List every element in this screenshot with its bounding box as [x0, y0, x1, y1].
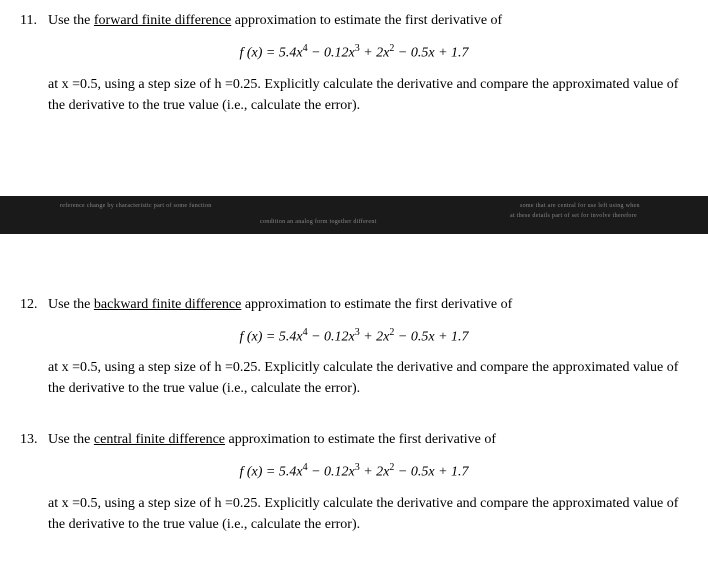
problem-intro: Use the forward finite difference approx… — [48, 10, 688, 31]
fx: f (x) = 5.4x — [239, 329, 302, 344]
t3: + 2x — [360, 465, 390, 480]
problem-details: at x =0.5, using a step size of h =0.25.… — [48, 493, 688, 535]
separator-band: reference change by characteristic part … — [0, 196, 708, 234]
formula: f (x) = 5.4x4 − 0.12x3 + 2x2 − 0.5x + 1.… — [20, 460, 688, 483]
t2: − 0.12x — [308, 46, 355, 61]
intro-suffix: approximation to estimate the first deri… — [241, 297, 512, 312]
t4: − 0.5x + 1.7 — [394, 46, 468, 61]
problem-intro: Use the backward finite difference appro… — [48, 294, 688, 315]
t3: + 2x — [360, 329, 390, 344]
formula: f (x) = 5.4x4 − 0.12x3 + 2x2 − 0.5x + 1.… — [20, 325, 688, 348]
problem-13: 13. Use the central finite difference ap… — [0, 419, 708, 555]
intro-prefix: Use the — [48, 297, 94, 312]
problem-12: 12. Use the backward finite difference a… — [0, 284, 708, 420]
formula: f (x) = 5.4x4 − 0.12x3 + 2x2 − 0.5x + 1.… — [20, 41, 688, 64]
t4: − 0.5x + 1.7 — [394, 465, 468, 480]
band-text-1: reference change by characteristic part … — [60, 202, 212, 211]
band-text-4: at these details part of set for involve… — [510, 212, 637, 221]
band-text-3: some that are central for use left using… — [520, 202, 640, 211]
intro-suffix: approximation to estimate the first deri… — [231, 13, 502, 28]
fx: f (x) = 5.4x — [239, 465, 302, 480]
t2: − 0.12x — [308, 465, 355, 480]
method-name: backward finite difference — [94, 297, 241, 312]
t3: + 2x — [360, 46, 390, 61]
problem-header: 12. Use the backward finite difference a… — [20, 294, 688, 315]
problem-intro: Use the central finite difference approx… — [48, 429, 688, 450]
problem-number: 13. — [20, 429, 48, 450]
problem-details: at x =0.5, using a step size of h =0.25.… — [48, 74, 688, 116]
problem-number: 12. — [20, 294, 48, 315]
intro-prefix: Use the — [48, 13, 94, 28]
problem-header: 11. Use the forward finite difference ap… — [20, 10, 688, 31]
problem-details: at x =0.5, using a step size of h =0.25.… — [48, 357, 688, 399]
problem-11: 11. Use the forward finite difference ap… — [0, 0, 708, 136]
t4: − 0.5x + 1.7 — [394, 329, 468, 344]
problem-number: 11. — [20, 10, 48, 31]
fx: f (x) = 5.4x — [239, 46, 302, 61]
method-name: forward finite difference — [94, 13, 231, 28]
t2: − 0.12x — [308, 329, 355, 344]
band-text-2: condition an analog form together differ… — [260, 218, 377, 227]
intro-suffix: approximation to estimate the first deri… — [225, 432, 496, 447]
intro-prefix: Use the — [48, 432, 94, 447]
problem-header: 13. Use the central finite difference ap… — [20, 429, 688, 450]
method-name: central finite difference — [94, 432, 225, 447]
